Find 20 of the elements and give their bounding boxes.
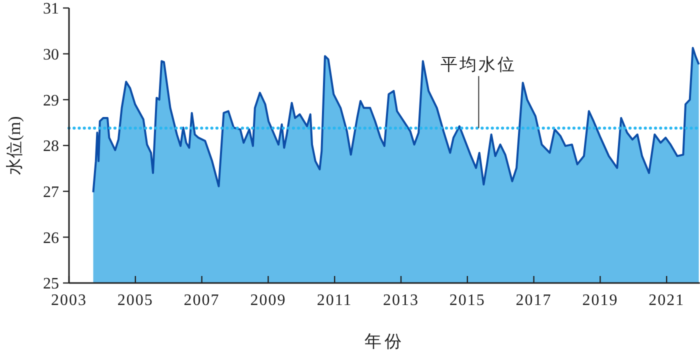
y-tick-label: 30	[43, 46, 59, 64]
annotation: 平均水位	[440, 55, 517, 74]
x-tick-label: 2017	[516, 292, 552, 309]
y-tick-label: 26	[43, 230, 59, 247]
x-tick-label: 2007	[184, 292, 220, 309]
x-tick-label: 2021	[648, 292, 685, 309]
y-tick-label: 28	[43, 138, 59, 156]
y-tick-label: 27	[43, 184, 59, 201]
y-axis-title: 水位(m)	[5, 116, 24, 175]
x-tick-label: 2019	[582, 292, 618, 309]
x-tick-label: 2005	[117, 292, 154, 309]
y-tick-label: 25	[43, 276, 59, 293]
x-tick-label: 2013	[383, 292, 419, 309]
x-tick-label: 2009	[250, 292, 286, 309]
x-tick-label: 2011	[316, 292, 352, 309]
x-tick-label: 2015	[449, 292, 486, 309]
y-tick-label: 31	[43, 0, 59, 18]
x-axis-title: 年份	[364, 332, 404, 351]
x-tick-label: 2003	[51, 292, 87, 309]
y-tick-label: 29	[43, 92, 59, 110]
